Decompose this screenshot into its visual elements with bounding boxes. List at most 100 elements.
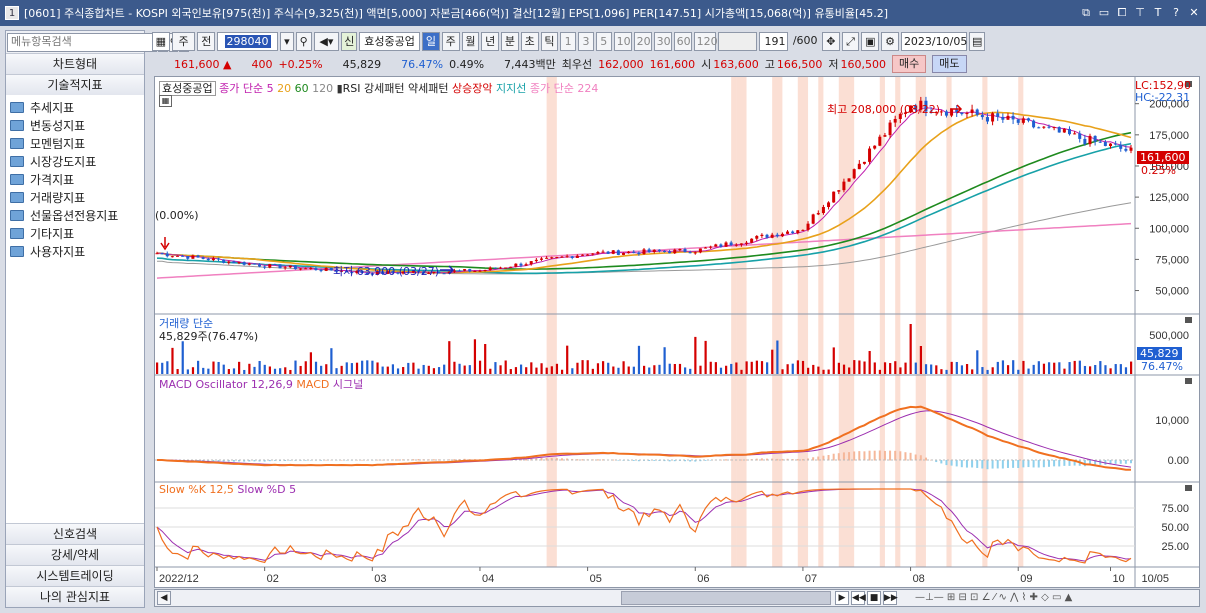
- price-box: 161,600: [1137, 151, 1189, 164]
- prev-button[interactable]: 전: [197, 31, 216, 51]
- macd-osc-bar: [437, 459, 440, 461]
- grid-icon[interactable]: ▦: [152, 31, 170, 51]
- volume-bar: [750, 361, 753, 374]
- search-icon[interactable]: ⚲: [295, 31, 312, 51]
- candle-body: [360, 270, 364, 273]
- tree-item-user[interactable]: 사용자지표: [6, 242, 144, 260]
- new-badge[interactable]: 신: [341, 31, 358, 51]
- candle-body: [724, 242, 728, 247]
- macd-osc-bar: [899, 451, 902, 461]
- rewind-icon[interactable]: ◀◀: [851, 591, 866, 605]
- candle-body: [350, 272, 354, 274]
- code-dropdown-icon[interactable]: ▾: [279, 31, 294, 51]
- crosshair-icon[interactable]: ✥: [821, 31, 840, 51]
- table-icon[interactable]: ▦: [159, 95, 172, 107]
- market-select[interactable]: 주: [171, 31, 196, 51]
- candle-body: [591, 253, 595, 255]
- display-count-input[interactable]: 191: [758, 31, 789, 51]
- volume-bar: [971, 369, 974, 374]
- volume-bar: [1022, 360, 1025, 374]
- pin-top-button[interactable]: ⊤: [1135, 6, 1145, 19]
- volume-bar: [294, 360, 297, 374]
- interval-10-button[interactable]: 10: [613, 31, 632, 51]
- calendar-icon[interactable]: ▤: [968, 31, 985, 51]
- volume-bar: [771, 349, 774, 374]
- macd-osc-bar: [965, 460, 968, 468]
- chart-type-button[interactable]: 차트형태: [6, 53, 144, 74]
- tree-item-volatility[interactable]: 변동성지표: [6, 116, 144, 134]
- tree-item-volume[interactable]: 거래량지표: [6, 188, 144, 206]
- interval-3-button[interactable]: 3: [578, 31, 594, 51]
- tree-item-market-strength[interactable]: 시장강도지표: [6, 152, 144, 170]
- scroll-left-arrow[interactable]: ◀: [157, 591, 171, 605]
- save-icon[interactable]: ▣: [861, 31, 880, 51]
- speaker-icon[interactable]: ◀▾: [313, 31, 340, 51]
- tile-button[interactable]: ⧠: [1117, 6, 1127, 19]
- system-trading-button[interactable]: 시스템트레이딩: [6, 565, 144, 586]
- my-indicators-button[interactable]: 나의 관심지표: [6, 586, 144, 607]
- macd-osc-bar: [807, 458, 810, 461]
- tree-item-futures[interactable]: 선물옵션전용지표: [6, 206, 144, 224]
- volume-bar: [586, 360, 589, 374]
- sell-button[interactable]: 매도: [932, 55, 967, 73]
- macd-osc-bar: [848, 452, 851, 461]
- candle-body: [1057, 127, 1061, 133]
- restore-button[interactable]: ▭: [1098, 6, 1110, 19]
- period-tick-tab[interactable]: 틱: [540, 31, 559, 51]
- period-week-tab[interactable]: 주: [441, 31, 460, 51]
- bull-bear-button[interactable]: 강세/약세: [6, 544, 144, 565]
- interval-custom-input[interactable]: [717, 31, 757, 51]
- date-input[interactable]: 2023/10/05: [900, 31, 967, 51]
- macd-osc-bar: [796, 458, 799, 461]
- volume-bar: [950, 361, 953, 374]
- scroll-right-arrow[interactable]: ▶: [835, 591, 849, 605]
- stock-code-input[interactable]: 298040: [217, 31, 278, 51]
- period-second-tab[interactable]: 초: [520, 31, 539, 51]
- interval-30-button[interactable]: 30: [653, 31, 672, 51]
- candle-body: [514, 263, 518, 267]
- font-button[interactable]: T: [1154, 6, 1162, 19]
- signal-search-button[interactable]: 신호검색: [6, 523, 144, 544]
- candle-body: [247, 263, 251, 265]
- scroll-thumb[interactable]: [621, 591, 831, 605]
- stop-icon[interactable]: ■: [867, 591, 881, 605]
- interval-5-button[interactable]: 5: [595, 31, 612, 51]
- volume-bar: [745, 361, 748, 374]
- settings-gear-icon[interactable]: ⚙: [881, 31, 899, 51]
- tree-item-momentum[interactable]: 모멘텀지표: [6, 134, 144, 152]
- link-window-button[interactable]: ⧉: [1082, 6, 1090, 19]
- interval-120-button[interactable]: 120: [693, 31, 718, 51]
- tech-indicator-button[interactable]: 기술적지표: [6, 74, 144, 95]
- tree-item-trend[interactable]: 추세지표: [6, 98, 144, 116]
- chart-scrollbar[interactable]: ◀ ▶ ◀◀ ■ ▶▶ —⊥— ⊞ ⊟ ⊡ ∠ ⁄ ∿ ⋀ ⌇ ✚ ◇ ▭ ▲: [154, 589, 1200, 607]
- tree-item-price[interactable]: 가격지표: [6, 170, 144, 188]
- period-month-tab[interactable]: 월: [461, 31, 480, 51]
- forward-icon[interactable]: ▶▶: [883, 591, 898, 605]
- interval-60-button[interactable]: 60: [673, 31, 692, 51]
- candle-body: [227, 261, 231, 263]
- menu-search-input[interactable]: [7, 32, 157, 52]
- period-year-tab[interactable]: 년: [481, 31, 500, 51]
- tree-item-etc[interactable]: 기타지표: [6, 224, 144, 242]
- candle-body: [550, 257, 554, 259]
- volume-bar: [509, 369, 512, 374]
- period-minute-tab[interactable]: 분: [501, 31, 519, 51]
- candle-body: [509, 266, 513, 268]
- macd-osc-bar: [1027, 460, 1030, 468]
- interval-1-button[interactable]: 1: [560, 31, 577, 51]
- zoom-tool-icons[interactable]: —⊥— ⊞ ⊟ ⊡ ∠ ⁄ ∿ ⋀ ⌇ ✚ ◇ ▭ ▲: [915, 592, 1073, 603]
- price-panel: [155, 96, 1133, 279]
- interval-20-button[interactable]: 20: [633, 31, 652, 51]
- chart-svg[interactable]: 200,000175,000150,000125,000100,00075,00…: [155, 77, 1199, 587]
- candle-body: [396, 272, 400, 274]
- help-button[interactable]: ?: [1173, 6, 1179, 19]
- macd-osc-bar: [525, 458, 528, 461]
- buy-button[interactable]: 매수: [892, 55, 927, 73]
- close-button[interactable]: ✕: [1189, 6, 1199, 19]
- candle-body: [570, 256, 574, 258]
- chart-area[interactable]: 200,000 175,000 150,000 125,000 100,000 75,00…: [154, 76, 1200, 588]
- signal-band: [946, 77, 952, 567]
- draw-tool-icon[interactable]: ⤢: [841, 31, 860, 51]
- macd-osc-bar: [1119, 460, 1122, 464]
- period-day-tab[interactable]: 일: [422, 31, 440, 51]
